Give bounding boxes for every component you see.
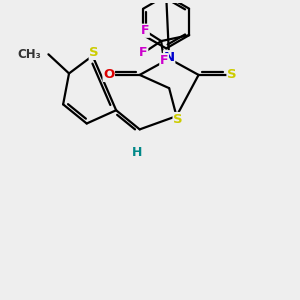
Text: F: F (141, 24, 149, 37)
Text: F: F (160, 54, 168, 67)
Text: CH₃: CH₃ (17, 48, 41, 61)
Text: N: N (164, 51, 175, 64)
Text: S: S (89, 46, 99, 59)
Text: S: S (173, 112, 183, 126)
Text: O: O (103, 68, 114, 81)
Text: H: H (132, 146, 142, 159)
Text: F: F (139, 46, 148, 59)
Text: S: S (227, 68, 237, 81)
